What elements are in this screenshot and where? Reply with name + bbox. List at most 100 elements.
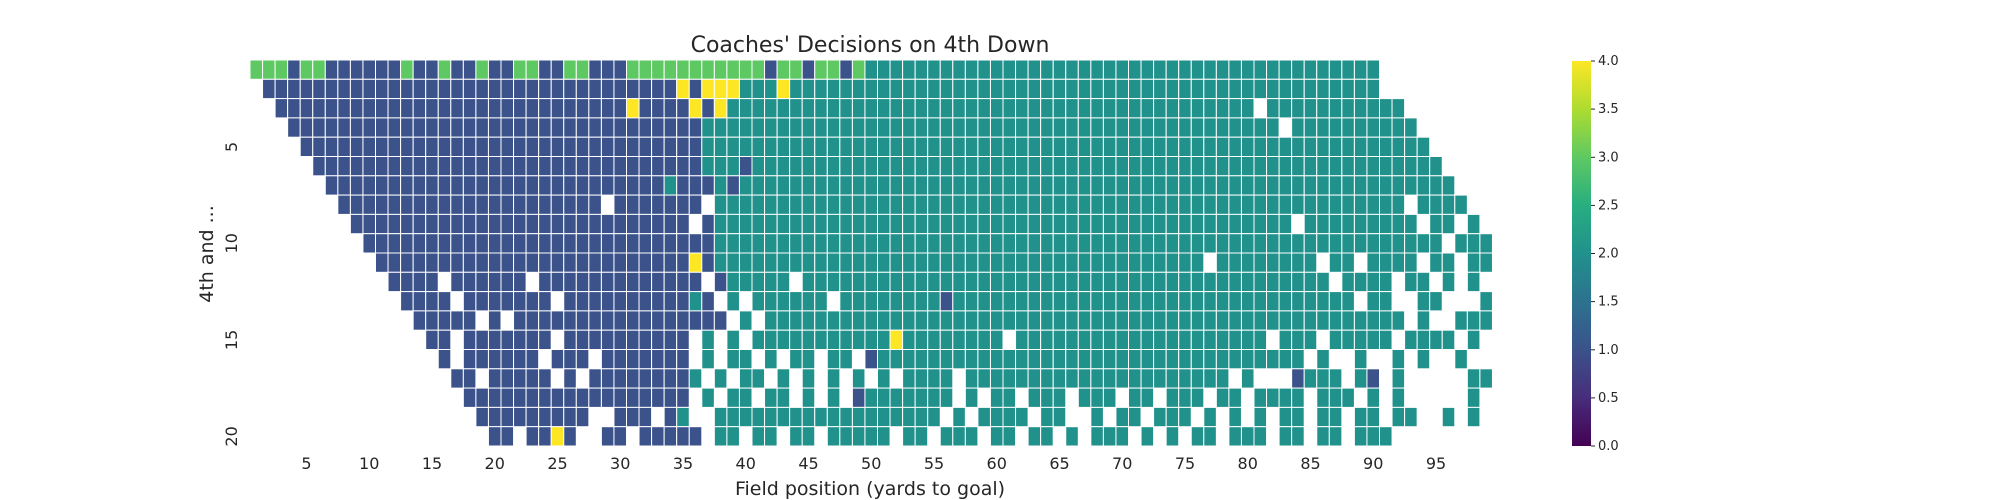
heatmap-cell <box>1341 291 1355 312</box>
heatmap-cell <box>977 59 991 80</box>
heatmap-cell <box>1240 349 1255 370</box>
heatmap-cell <box>952 136 966 157</box>
heatmap-cell <box>337 175 351 196</box>
heatmap-cell <box>801 329 816 351</box>
heatmap-cell <box>1190 136 1205 157</box>
heatmap-cell <box>274 78 289 100</box>
heatmap-cell <box>939 117 954 138</box>
heatmap-cell <box>299 78 314 100</box>
heatmap-cell <box>1140 310 1155 331</box>
heatmap-cell <box>1215 78 1230 100</box>
heatmap-cell <box>902 117 916 138</box>
heatmap-cell <box>638 329 653 351</box>
heatmap-cell <box>600 78 615 100</box>
heatmap-cell <box>1040 349 1054 370</box>
heatmap-cell <box>738 387 753 408</box>
heatmap-cell <box>437 175 452 196</box>
heatmap-cell <box>814 78 828 100</box>
heatmap-cell <box>425 78 439 100</box>
heatmap-cell <box>1165 213 1180 235</box>
heatmap-cell <box>400 59 414 80</box>
heatmap-cell <box>663 175 678 196</box>
heatmap-cell <box>1291 271 1305 293</box>
heatmap-cell <box>575 406 590 428</box>
heatmap-cell <box>1228 59 1242 80</box>
heatmap-cell <box>1165 156 1180 177</box>
heatmap-cell <box>651 233 665 254</box>
heatmap-cell <box>613 59 628 80</box>
heatmap-cell <box>964 271 979 293</box>
heatmap-cell <box>688 252 703 273</box>
heatmap-cell <box>1027 368 1042 389</box>
heatmap-cell <box>1391 233 1406 254</box>
heatmap-cell <box>462 194 477 215</box>
heatmap-cell <box>1077 136 1092 157</box>
heatmap-cell <box>1379 98 1393 119</box>
heatmap-cell <box>588 59 602 80</box>
heatmap-cell <box>1228 233 1242 254</box>
heatmap-cell <box>889 252 904 273</box>
heatmap-cell <box>1328 78 1343 100</box>
heatmap-cell <box>1303 59 1318 80</box>
heatmap-cell <box>1153 368 1167 389</box>
heatmap-cell <box>626 78 640 100</box>
heatmap-cell <box>475 136 489 157</box>
colorbar-tick-label: 1.0 <box>1598 343 1619 358</box>
heatmap-cell <box>425 329 439 351</box>
heatmap-cell <box>801 98 816 119</box>
heatmap-cell <box>1115 117 1129 138</box>
heatmap-cell <box>914 136 929 157</box>
heatmap-cell <box>964 291 979 312</box>
heatmap-cell <box>312 117 326 138</box>
heatmap-cell <box>575 252 590 273</box>
heatmap-cell <box>1140 194 1155 215</box>
heatmap-cell <box>362 59 377 80</box>
heatmap-cell <box>500 349 515 370</box>
heatmap-cell <box>889 406 904 428</box>
heatmap-cell <box>726 426 740 447</box>
heatmap-cell <box>1391 406 1406 428</box>
heatmap-cell <box>513 368 527 389</box>
heatmap-cell <box>1065 98 1079 119</box>
heatmap-cell <box>588 329 602 351</box>
heatmap-cell <box>1404 213 1418 235</box>
heatmap-cell <box>1165 175 1180 196</box>
heatmap-cell <box>1002 291 1017 312</box>
heatmap-cell <box>1466 271 1481 293</box>
heatmap-cell <box>513 194 527 215</box>
heatmap-cell <box>1027 156 1042 177</box>
heatmap-cell <box>989 329 1004 351</box>
heatmap-cell <box>638 78 653 100</box>
heatmap-cell <box>726 175 740 196</box>
heatmap-cell <box>801 406 816 428</box>
heatmap-cell <box>375 194 389 215</box>
heatmap-cell <box>1140 349 1155 370</box>
heatmap-cell <box>1165 59 1180 80</box>
heatmap-cell <box>651 387 665 408</box>
heatmap-cell <box>1353 406 1368 428</box>
heatmap-cell <box>902 78 916 100</box>
heatmap-cell <box>688 59 703 80</box>
heatmap-cell <box>1052 387 1067 408</box>
heatmap-cell <box>1102 136 1117 157</box>
heatmap-cell <box>1228 329 1242 351</box>
heatmap-cell <box>789 78 803 100</box>
heatmap-cell <box>1416 310 1431 331</box>
heatmap-cell <box>563 329 577 351</box>
x-tick-label: 30 <box>610 454 630 473</box>
heatmap-cell <box>688 194 703 215</box>
heatmap-cell <box>839 329 853 351</box>
heatmap-cell <box>751 78 766 100</box>
heatmap-cell <box>575 194 590 215</box>
heatmap-cell <box>1316 78 1330 100</box>
heatmap-cell <box>1291 349 1305 370</box>
heatmap-cell <box>1115 271 1129 293</box>
heatmap-cell <box>1102 387 1117 408</box>
heatmap-cell <box>1002 117 1017 138</box>
heatmap-cell <box>1416 271 1431 293</box>
heatmap-cell <box>1391 117 1406 138</box>
heatmap-cell <box>1441 329 1456 351</box>
heatmap-cell <box>450 194 464 215</box>
x-tick-label: 40 <box>736 454 756 473</box>
